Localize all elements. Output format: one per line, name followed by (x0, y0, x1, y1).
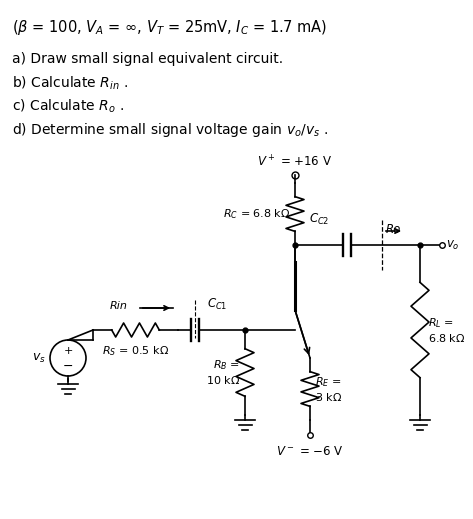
Text: Rin: Rin (110, 301, 128, 311)
Text: c) Calculate $R_o$ .: c) Calculate $R_o$ . (12, 98, 124, 115)
Text: $V^+$ = +16 V: $V^+$ = +16 V (257, 155, 333, 170)
Text: a) Draw small signal equivalent circuit.: a) Draw small signal equivalent circuit. (12, 52, 283, 66)
Text: $v_s$: $v_s$ (32, 351, 46, 364)
Text: $C_{C1}$: $C_{C1}$ (207, 297, 228, 312)
Text: $R_B$ =
10 k$\Omega$: $R_B$ = 10 k$\Omega$ (206, 359, 240, 387)
Text: b) Calculate $R_{in}$ .: b) Calculate $R_{in}$ . (12, 75, 128, 92)
Text: +: + (63, 346, 73, 356)
Text: −: − (63, 360, 73, 373)
Text: Ro: Ro (386, 223, 402, 236)
Text: $v_o$: $v_o$ (446, 238, 460, 252)
Text: $R_S$ = 0.5 k$\Omega$: $R_S$ = 0.5 k$\Omega$ (102, 344, 169, 358)
Text: $V^-$ = −6 V: $V^-$ = −6 V (276, 445, 344, 458)
Text: $R_E$ =
3 k$\Omega$: $R_E$ = 3 k$\Omega$ (315, 375, 342, 403)
Text: $R_C$ = 6.8 k$\Omega$: $R_C$ = 6.8 k$\Omega$ (223, 207, 290, 221)
Text: d) Determine small signal voltage gain $v_o$/$v_s$ .: d) Determine small signal voltage gain $… (12, 121, 328, 139)
Text: ($\beta$ = 100, $V_A$ = $\infty$, $V_T$ = 25mV, $I_C$ = 1.7 mA): ($\beta$ = 100, $V_A$ = $\infty$, $V_T$ … (12, 18, 327, 37)
Text: $R_L$ =
6.8 k$\Omega$: $R_L$ = 6.8 k$\Omega$ (428, 316, 465, 344)
Text: $C_{C2}$: $C_{C2}$ (308, 212, 329, 227)
